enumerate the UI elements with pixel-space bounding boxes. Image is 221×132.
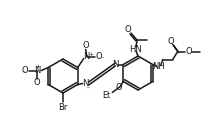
Text: O: O xyxy=(82,41,89,50)
Text: O: O xyxy=(22,66,29,75)
Text: N: N xyxy=(112,60,118,69)
Text: N: N xyxy=(34,66,40,75)
Text: O: O xyxy=(168,37,174,46)
Text: „: „ xyxy=(86,84,89,89)
Text: Br: Br xyxy=(58,103,68,112)
Text: N: N xyxy=(84,52,90,61)
Text: +: + xyxy=(88,52,93,57)
Text: HN: HN xyxy=(129,44,141,53)
Text: O: O xyxy=(185,47,192,56)
Text: N: N xyxy=(82,79,89,88)
Text: ⁻: ⁻ xyxy=(101,56,105,62)
Text: NH: NH xyxy=(152,62,165,71)
Text: O: O xyxy=(125,25,131,34)
Text: ⁻: ⁻ xyxy=(21,70,25,77)
Text: Et: Et xyxy=(102,91,110,100)
Text: O: O xyxy=(34,78,41,87)
Text: O: O xyxy=(95,52,102,61)
Text: +: + xyxy=(36,64,41,69)
Text: O: O xyxy=(116,83,123,92)
